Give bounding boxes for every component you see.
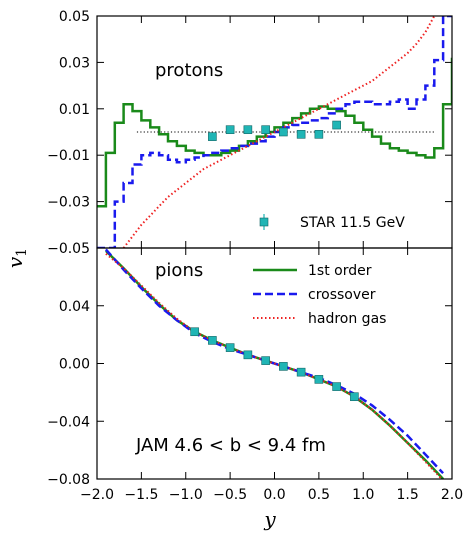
star-data-point <box>243 350 253 360</box>
x-tick-label: −0.5 <box>213 487 247 503</box>
panel-label: pions <box>155 260 203 281</box>
star-data-point <box>261 356 270 365</box>
star-data-point <box>350 392 359 402</box>
panel-label: protons <box>155 60 223 81</box>
x-tick-label: 1.0 <box>352 487 374 503</box>
y-tick-label: 0.00 <box>59 357 90 373</box>
legend-star-marker <box>259 217 269 227</box>
star-data-point <box>208 132 217 141</box>
star-data-point <box>208 336 217 345</box>
plot-area <box>104 248 445 479</box>
star-data-point <box>314 130 324 139</box>
star-data-point <box>332 382 341 391</box>
x-axis-label: y <box>263 507 276 531</box>
legend-label: crossover <box>308 287 376 303</box>
x-tick-label: −1.0 <box>169 487 203 503</box>
x-tick-label: 1.5 <box>396 487 418 503</box>
plot-area <box>97 16 452 248</box>
y-tick-label: 0.03 <box>59 55 90 71</box>
hadron-gas-series-line <box>105 253 444 479</box>
y-tick-label: 0.04 <box>59 299 90 315</box>
star-data-point <box>296 367 306 377</box>
x-tick-label: 0.0 <box>263 487 285 503</box>
first-order-series-line <box>97 57 452 208</box>
y-tick-label: 0.05 <box>59 9 90 25</box>
star-data-point <box>190 327 199 337</box>
y-tick-label: −0.08 <box>47 472 90 488</box>
star-data-point <box>225 343 235 352</box>
y-tick-label: 0.01 <box>59 102 90 118</box>
x-tick-label: 0.5 <box>308 487 330 503</box>
star-data-point <box>243 125 253 134</box>
legend-label: STAR 11.5 GeV <box>300 215 405 231</box>
star-data-point <box>279 362 288 371</box>
y-tick-label: −0.05 <box>47 241 90 257</box>
protons-panel: −0.05 −0.03 −0.01 0.01 0.03 0.05 protons STAR 1… <box>47 9 453 257</box>
jam-annotation: JAM 4.6 < b < 9.4 fm <box>135 435 326 456</box>
legend-label: 1st order <box>308 263 372 279</box>
star-data-point <box>296 130 306 139</box>
x-tick-label: −1.5 <box>124 487 158 503</box>
hadron-gas-series-line <box>122 16 436 248</box>
pions-panel: −0.08 −0.04 0.00 0.04 pions 1st order crossove… <box>47 247 463 503</box>
legend-label: hadron gas <box>308 311 386 327</box>
crossover-series-line <box>97 16 452 248</box>
star-data-point <box>261 125 270 134</box>
shared-axes: y v1 <box>3 248 276 531</box>
y-tick-label: −0.03 <box>47 195 90 211</box>
y-tick-label: −0.04 <box>47 414 90 430</box>
y-tick-label: −0.01 <box>47 148 90 164</box>
star-data-point <box>332 120 341 130</box>
star-data-point <box>225 125 235 134</box>
y-axis-label: v1 <box>3 248 30 268</box>
star-data-point <box>314 375 324 384</box>
x-tick-label: 2.0 <box>441 487 463 503</box>
x-tick-label: −2.0 <box>80 487 114 503</box>
star-data-point <box>279 127 288 137</box>
